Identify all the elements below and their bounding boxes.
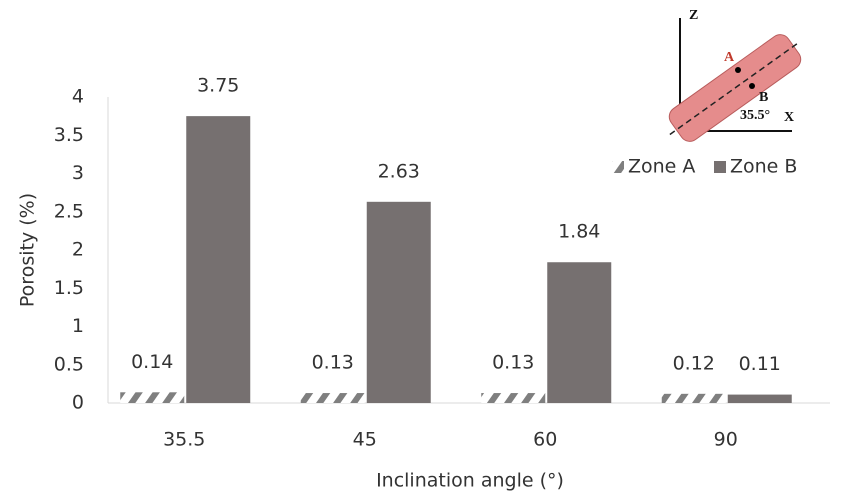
inset-diagram: Z A B 35.5° X [659, 8, 811, 150]
y-tick-label: 1 [72, 315, 84, 337]
value-label: 0.11 [739, 353, 781, 375]
legend-label: Zone A [628, 156, 695, 178]
bar [120, 392, 184, 403]
inset-angle-label: 35.5° [740, 108, 770, 123]
value-label: 0.13 [312, 352, 354, 374]
value-label: 2.63 [378, 160, 420, 182]
y-tick-label: 0.5 [54, 353, 84, 375]
legend-label: Zone B [730, 156, 797, 178]
bar [367, 202, 431, 403]
y-tick-label: 2.5 [54, 200, 84, 222]
legend-swatch [714, 161, 726, 173]
bar [662, 394, 726, 403]
inset-b-label: B [759, 90, 768, 105]
value-label: 1.84 [558, 221, 600, 243]
x-tick-label: 35.5 [163, 429, 205, 451]
value-label: 0.13 [492, 352, 534, 374]
point-b [749, 83, 755, 89]
x-tick-label: 60 [533, 429, 557, 451]
inset-z-label: Z [689, 8, 698, 23]
legend-swatch [612, 161, 624, 173]
cylinder-axis [670, 42, 800, 135]
value-label: 3.75 [197, 75, 239, 97]
y-tick-label: 1.5 [54, 277, 84, 299]
x-tick-label: 90 [714, 429, 738, 451]
x-tick-label: 45 [353, 429, 377, 451]
x-axis-title: Inclination angle (°) [376, 470, 564, 492]
inset-x-label: X [784, 110, 794, 125]
bar [481, 393, 545, 403]
bar [728, 395, 792, 403]
y-tick-label: 4 [72, 86, 84, 108]
y-tick-label: 3 [72, 162, 84, 184]
y-tick-label: 0 [72, 392, 84, 414]
y-axis-title: Porosity (%) [17, 193, 39, 307]
y-tick-label: 3.5 [54, 124, 84, 146]
value-label: 0.12 [673, 352, 715, 374]
bar [186, 116, 250, 403]
point-a [735, 67, 741, 73]
y-tick-label: 2 [72, 239, 84, 261]
bar [301, 393, 365, 403]
bar [547, 262, 611, 403]
value-label: 0.14 [131, 351, 173, 373]
inset-a-label: A [724, 50, 735, 65]
chart: Inclination angle (°) Porosity (%) Z A B… [0, 0, 861, 497]
